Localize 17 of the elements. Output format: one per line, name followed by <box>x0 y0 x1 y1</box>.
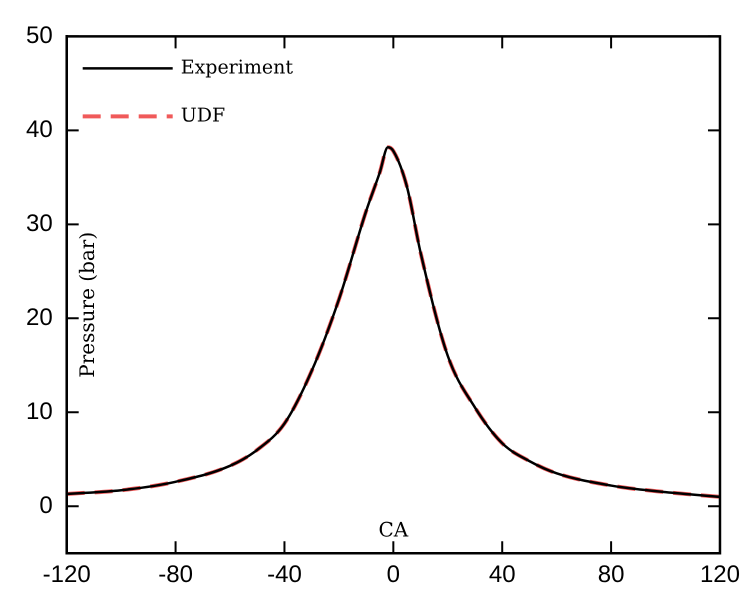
x-tick-label: 40 <box>488 561 516 588</box>
y-axis-title: Pressure (bar) <box>74 232 99 378</box>
y-tick-label: 10 <box>26 398 53 425</box>
y-tick-label: 20 <box>26 304 53 331</box>
y-tick-label: 0 <box>39 492 53 519</box>
x-tick-label: -120 <box>42 561 91 588</box>
x-tick-label: 120 <box>700 561 740 588</box>
y-tick-label: 40 <box>26 116 53 143</box>
legend-label: UDF <box>180 104 226 126</box>
x-tick-label: -80 <box>158 561 193 588</box>
x-tick-label: 0 <box>386 561 400 588</box>
x-tick-label: 80 <box>598 561 624 588</box>
y-tick-label: 30 <box>26 210 53 237</box>
x-tick-label: -40 <box>267 561 302 588</box>
x-axis-title: CA <box>378 517 409 542</box>
legend-label: Experiment <box>180 56 294 78</box>
y-tick-label: 50 <box>26 22 53 50</box>
